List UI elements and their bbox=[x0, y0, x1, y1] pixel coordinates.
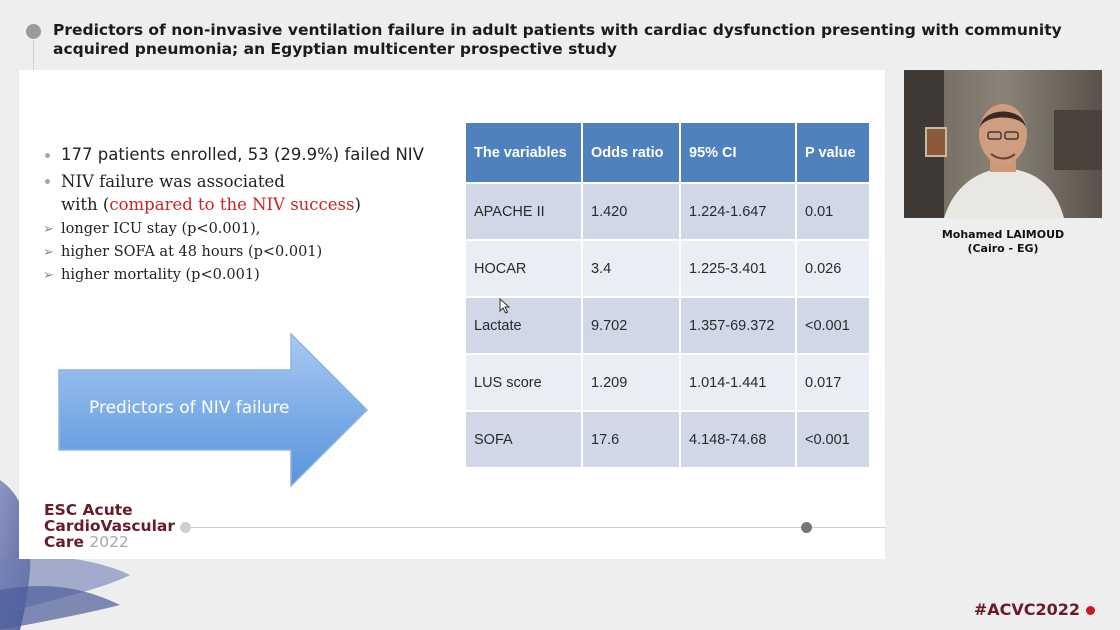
esc-acvc-logo: ESC Acute CardioVascular Care 2022 bbox=[44, 502, 175, 550]
sub-bullet-item: ➢ higher SOFA at 48 hours (p<0.001) bbox=[43, 241, 473, 264]
progress-timeline-line bbox=[187, 527, 885, 528]
arrow-bullet-icon: ➢ bbox=[43, 245, 54, 260]
table-cell: 0.026 bbox=[795, 239, 871, 298]
table-cell: 1.014-1.441 bbox=[679, 353, 797, 412]
table-cell: 9.702 bbox=[581, 296, 681, 355]
timeline-end-dot bbox=[801, 522, 812, 533]
speaker-caption: Mohamed LAIMOUD (Cairo - EG) bbox=[904, 228, 1102, 256]
mouse-cursor-icon bbox=[499, 298, 511, 314]
speaker-video-feed bbox=[904, 70, 1102, 218]
title-bullet-dot bbox=[26, 24, 41, 39]
sub-bullet-item: ➢ higher mortality (p<0.001) bbox=[43, 264, 473, 287]
title-connector-line bbox=[33, 40, 34, 70]
predictors-arrow: Predictors of NIV failure bbox=[57, 332, 371, 488]
table-cell: 0.017 bbox=[795, 353, 871, 412]
table-cell: APACHE II bbox=[464, 182, 583, 241]
talk-title: Predictors of non-invasive ventilation f… bbox=[53, 21, 1062, 58]
column-header: Odds ratio bbox=[581, 121, 681, 184]
table-cell: 1.357-69.372 bbox=[679, 296, 797, 355]
right-arrow-shape bbox=[58, 332, 369, 488]
bullet-association-with: with ( bbox=[61, 195, 110, 214]
arrow-label: Predictors of NIV failure bbox=[89, 398, 290, 418]
column-header: 95% CI bbox=[679, 121, 797, 184]
table-cell: 3.4 bbox=[581, 239, 681, 298]
table-row: LUS score 1.209 1.014-1.441 0.017 bbox=[464, 353, 871, 412]
arrow-bullet-icon: ➢ bbox=[43, 268, 54, 283]
table-cell: 0.01 bbox=[795, 182, 871, 241]
table-row: SOFA 17.6 4.148-74.68 <0.001 bbox=[464, 410, 871, 469]
presentation-slide: 177 patients enrolled, 53 (29.9%) failed… bbox=[19, 70, 885, 559]
logo-line1: ESC Acute bbox=[44, 501, 133, 519]
logo-year: 2022 bbox=[89, 533, 129, 551]
bullet-association-close: ) bbox=[354, 195, 361, 214]
table-cell: LUS score bbox=[464, 353, 583, 412]
table-cell: 1.420 bbox=[581, 182, 681, 241]
speaker-affiliation: (Cairo - EG) bbox=[967, 242, 1039, 255]
timeline-start-dot bbox=[180, 522, 191, 533]
arrow-bullet-icon: ➢ bbox=[43, 222, 54, 237]
table-row: Lactate 9.702 1.357-69.372 <0.001 bbox=[464, 296, 871, 355]
event-hashtag: #ACVC2022 bbox=[973, 600, 1080, 619]
table-cell: 17.6 bbox=[581, 410, 681, 469]
bullet-enrollment: 177 patients enrolled, 53 (29.9%) failed… bbox=[43, 144, 473, 166]
logo-line3: Care bbox=[44, 533, 84, 551]
table-cell: <0.001 bbox=[795, 410, 871, 469]
odds-ratio-table: The variables Odds ratio 95% CI P value … bbox=[464, 121, 871, 469]
table-cell: HOCAR bbox=[464, 239, 583, 298]
bullet-association: NIV failure was associated with (compare… bbox=[43, 170, 473, 216]
table-cell: 4.148-74.68 bbox=[679, 410, 797, 469]
speaker-name: Mohamed LAIMOUD bbox=[941, 228, 1065, 241]
bullet-list: 177 patients enrolled, 53 (29.9%) failed… bbox=[43, 144, 473, 287]
table-cell: Lactate bbox=[464, 296, 583, 355]
table-cell: 1.225-3.401 bbox=[679, 239, 797, 298]
table-cell: 1.224-1.647 bbox=[679, 182, 797, 241]
table-cell: <0.001 bbox=[795, 296, 871, 355]
column-header: P value bbox=[795, 121, 871, 184]
table-cell: 1.209 bbox=[581, 353, 681, 412]
bullet-association-line1: NIV failure was associated bbox=[61, 172, 285, 191]
sub-bullet-list: ➢ longer ICU stay (p<0.001), ➢ higher SOF… bbox=[43, 218, 473, 287]
table-row: APACHE II 1.420 1.224-1.647 0.01 bbox=[464, 182, 871, 241]
logo-line2: CardioVascular bbox=[44, 517, 176, 535]
comparison-highlight-text: compared to the NIV success bbox=[109, 195, 355, 214]
sub-bullet-item: ➢ longer ICU stay (p<0.001), bbox=[43, 218, 473, 241]
table-row: HOCAR 3.4 1.225-3.401 0.026 bbox=[464, 239, 871, 298]
table-header-row: The variables Odds ratio 95% CI P value bbox=[464, 121, 871, 184]
column-header: The variables bbox=[464, 121, 583, 184]
table-cell: SOFA bbox=[464, 410, 583, 469]
hashtag-dot bbox=[1086, 606, 1095, 615]
